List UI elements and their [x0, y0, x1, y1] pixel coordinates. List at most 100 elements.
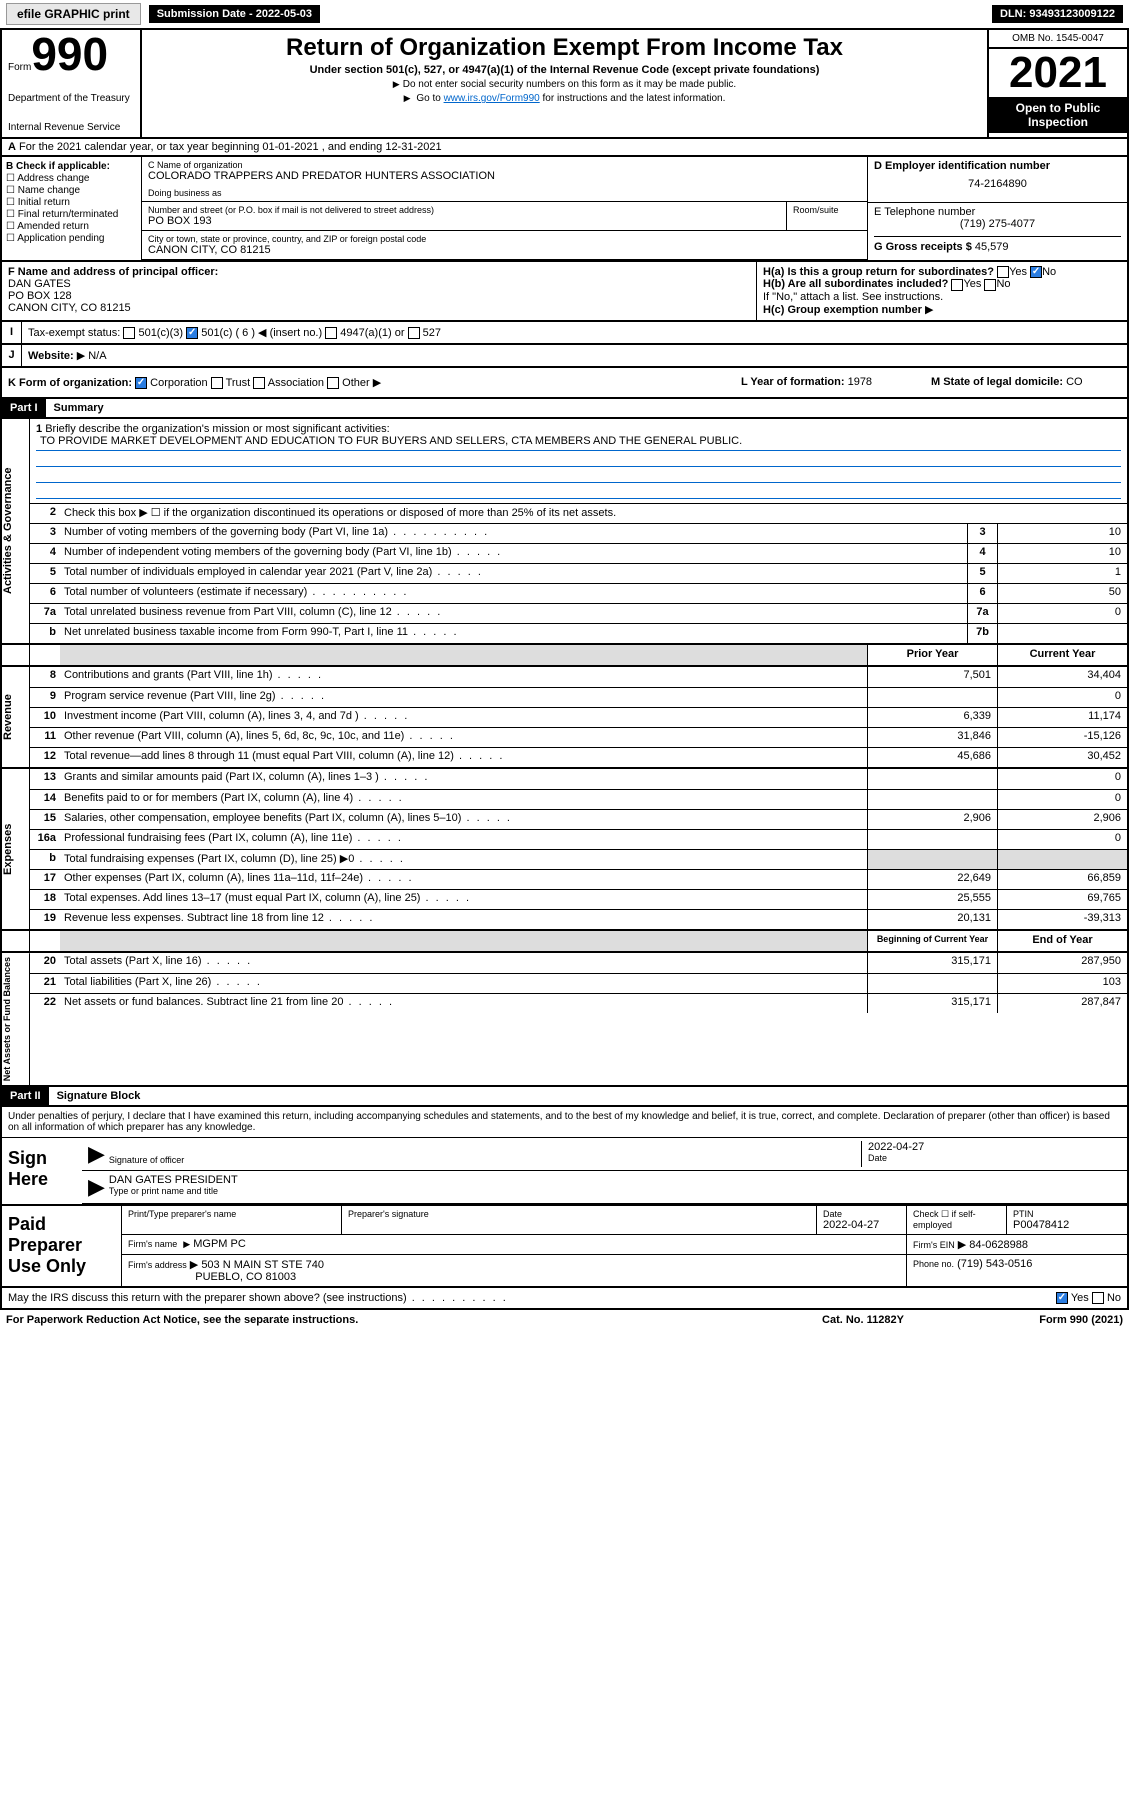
- cbx-501c[interactable]: [186, 327, 198, 339]
- arrow-icon: ▶: [88, 1174, 105, 1200]
- row-text: Total assets (Part X, line 16): [60, 953, 867, 973]
- sig-date-label: Date: [868, 1153, 1121, 1163]
- footer-last: For Paperwork Reduction Act Notice, see …: [0, 1310, 1129, 1330]
- mission-text: TO PROVIDE MARKET DEVELOPMENT AND EDUCAT…: [36, 435, 746, 447]
- table-row: 16aProfessional fundraising fees (Part I…: [30, 829, 1127, 849]
- line4-val: 10: [997, 544, 1127, 563]
- cbx-527[interactable]: [408, 327, 420, 339]
- row-current: 34,404: [997, 667, 1127, 687]
- top-bar: efile GRAPHIC print Submission Date - 20…: [0, 0, 1129, 30]
- row-prior: 22,649: [867, 870, 997, 889]
- table-row: 9Program service revenue (Part VIII, lin…: [30, 687, 1127, 707]
- table-row: 12Total revenue—add lines 8 through 11 (…: [30, 747, 1127, 767]
- addr-box: Number and street (or P.O. box if mail i…: [142, 202, 787, 230]
- row-prior: 20,131: [867, 910, 997, 929]
- row-current: 103: [997, 974, 1127, 993]
- line4: Number of independent voting members of …: [60, 544, 967, 563]
- discuss-no[interactable]: [1092, 1292, 1104, 1304]
- section-a: A For the 2021 calendar year, or tax yea…: [0, 139, 1129, 157]
- prep-self-emp[interactable]: Check ☐ if self-employed: [907, 1206, 1007, 1234]
- block-h: H(a) Is this a group return for subordin…: [757, 262, 1127, 319]
- cbx-501c3[interactable]: [123, 327, 135, 339]
- arrow-icon: ▶: [88, 1141, 105, 1167]
- opt-name-change[interactable]: ☐ Name change: [6, 185, 137, 196]
- opt-address-change[interactable]: ☐ Address change: [6, 173, 137, 184]
- line6-val: 50: [997, 584, 1127, 603]
- line3: Number of voting members of the governin…: [60, 524, 967, 543]
- row-current: 30,452: [997, 748, 1127, 767]
- h-a-label: H(a) Is this a group return for subordin…: [763, 266, 994, 278]
- col-end: End of Year: [997, 931, 1127, 951]
- line6: Total number of volunteers (estimate if …: [60, 584, 967, 603]
- row-text: Grants and similar amounts paid (Part IX…: [60, 769, 867, 789]
- website-value: N/A: [88, 350, 106, 362]
- row-prior: 45,686: [867, 748, 997, 767]
- section-a-letter: A: [8, 141, 16, 153]
- block-d: D Employer identification number 74-2164…: [867, 157, 1127, 202]
- sig-date: 2022-04-27: [868, 1141, 1121, 1153]
- ptin-value: P00478412: [1013, 1219, 1121, 1231]
- side-expenses: Expenses: [2, 769, 30, 929]
- org-name-label: C Name of organization: [148, 160, 861, 170]
- i-letter: I: [2, 322, 22, 343]
- org-name: COLORADO TRAPPERS AND PREDATOR HUNTERS A…: [148, 170, 861, 182]
- discuss-yes[interactable]: [1056, 1292, 1068, 1304]
- section-revenue: Revenue 8Contributions and grants (Part …: [0, 667, 1129, 769]
- cbx-assoc[interactable]: [253, 377, 265, 389]
- line7b-val: [997, 624, 1127, 643]
- line7a: Total unrelated business revenue from Pa…: [60, 604, 967, 623]
- opt-application-pending[interactable]: ☐ Application pending: [6, 233, 137, 244]
- h-a-yes[interactable]: [997, 266, 1009, 278]
- cbx-4947[interactable]: [325, 327, 337, 339]
- side-activities: Activities & Governance: [2, 419, 30, 643]
- firm-ein: 84-0628988: [969, 1239, 1028, 1251]
- row-prior: 7,501: [867, 667, 997, 687]
- row-prior: [867, 790, 997, 809]
- cbx-other[interactable]: [327, 377, 339, 389]
- sig-officer-label: Signature of officer: [109, 1155, 861, 1165]
- ein-value: 74-2164890: [874, 178, 1121, 190]
- efile-button[interactable]: efile GRAPHIC print: [6, 3, 141, 25]
- row-text: Professional fundraising fees (Part IX, …: [60, 830, 867, 849]
- form-prefix: Form: [8, 62, 31, 73]
- h-c-label: H(c) Group exemption number: [763, 304, 922, 316]
- section-net-assets: Net Assets or Fund Balances 20Total asse…: [0, 953, 1129, 1087]
- officer-addr2: CANON CITY, CO 81215: [8, 302, 131, 314]
- omb-number: OMB No. 1545-0047: [989, 30, 1127, 49]
- row-prior: [867, 850, 997, 869]
- line5: Total number of individuals employed in …: [60, 564, 967, 583]
- opt-amended-return[interactable]: ☐ Amended return: [6, 221, 137, 232]
- table-row: 21Total liabilities (Part X, line 26)103: [30, 973, 1127, 993]
- irs-label: Internal Revenue Service: [8, 122, 134, 133]
- table-row: 8Contributions and grants (Part VIII, li…: [30, 667, 1127, 687]
- row-text: Program service revenue (Part VIII, line…: [60, 688, 867, 707]
- officer-addr1: PO BOX 128: [8, 290, 72, 302]
- firm-name: MGPM PC: [193, 1238, 246, 1250]
- opt-final-return[interactable]: ☐ Final return/terminated: [6, 209, 137, 220]
- col-beginning: Beginning of Current Year: [867, 931, 997, 951]
- h-b-note: If "No," attach a list. See instructions…: [763, 291, 1121, 303]
- sign-here-label: Sign Here: [2, 1138, 82, 1204]
- table-row: 15Salaries, other compensation, employee…: [30, 809, 1127, 829]
- h-b-yes[interactable]: [951, 279, 963, 291]
- form-org-label: K Form of organization:: [8, 377, 132, 389]
- row-text: Total liabilities (Part X, line 26): [60, 974, 867, 993]
- tax-status-label: Tax-exempt status:: [28, 327, 120, 339]
- org-info-block: B Check if applicable: ☐ Address change …: [0, 157, 1129, 262]
- dln-label: DLN: 93493123009122: [992, 5, 1123, 23]
- opt-initial-return[interactable]: ☐ Initial return: [6, 197, 137, 208]
- website-label: Website:: [28, 350, 74, 362]
- col-prior: Prior Year: [867, 645, 997, 665]
- row-prior: 315,171: [867, 953, 997, 973]
- h-a-no[interactable]: [1030, 266, 1042, 278]
- year-formation-label: L Year of formation:: [741, 376, 845, 388]
- h-b-no[interactable]: [984, 279, 996, 291]
- cbx-trust[interactable]: [211, 377, 223, 389]
- cbx-corp[interactable]: [135, 377, 147, 389]
- block-e-g: E Telephone number (719) 275-4077 G Gros…: [867, 202, 1127, 260]
- preparer-block: Paid Preparer Use Only Print/Type prepar…: [0, 1206, 1129, 1288]
- irs-link[interactable]: www.irs.gov/Form990: [444, 93, 540, 104]
- paperwork-notice: For Paperwork Reduction Act Notice, see …: [6, 1314, 763, 1326]
- prep-date-label: Date: [823, 1209, 900, 1219]
- row-text: Revenue less expenses. Subtract line 18 …: [60, 910, 867, 929]
